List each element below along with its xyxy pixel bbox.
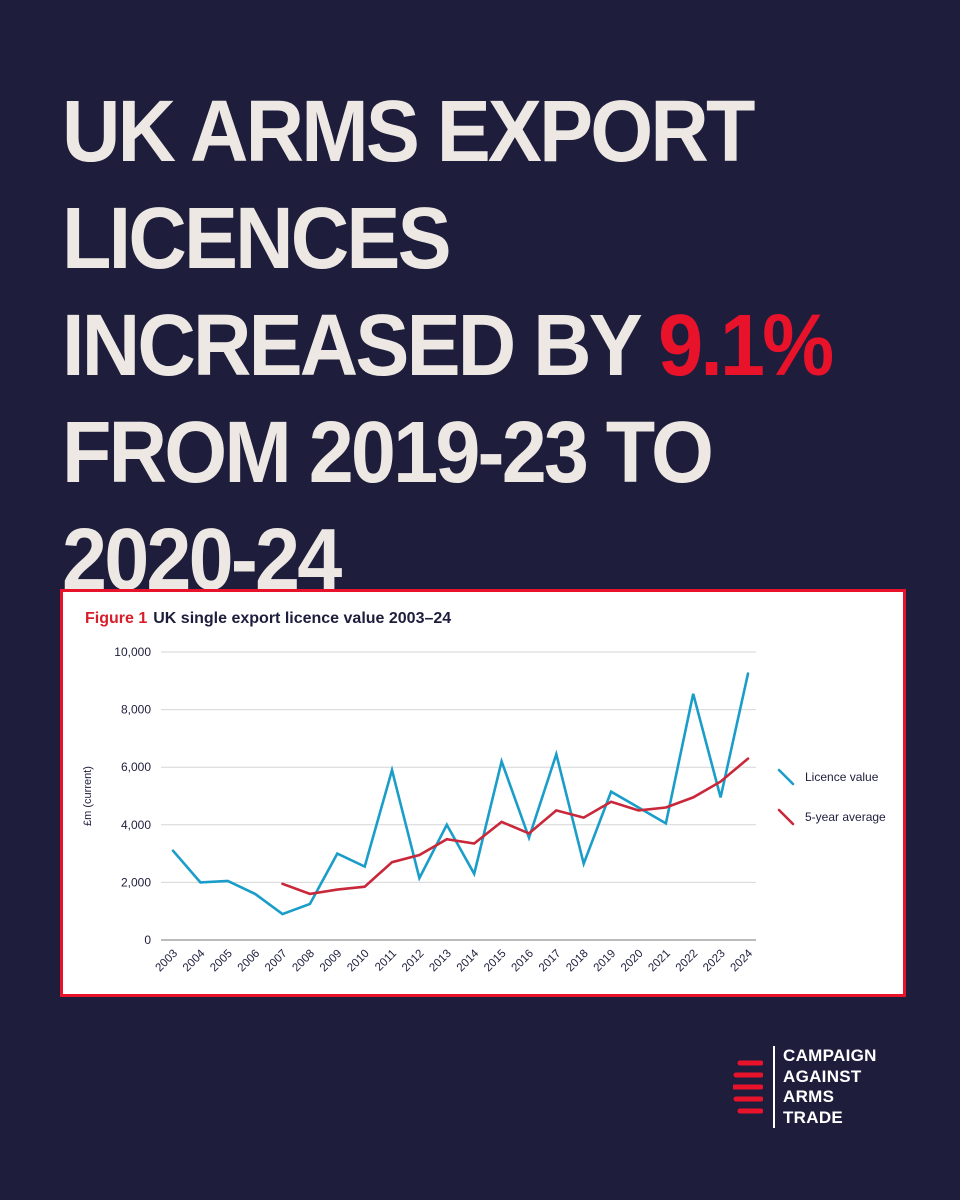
x-tick-label: 2014 [455, 947, 482, 974]
x-tick-label: 2024 [729, 947, 756, 974]
figure-title-text: UK single export licence value 2003–24 [153, 610, 452, 627]
legend-swatch [777, 768, 795, 786]
x-tick-label: 2017 [537, 948, 564, 975]
x-tick-label: 2021 [646, 948, 673, 975]
logo-line-1: CAMPAIGN [783, 1046, 877, 1065]
headline-line-2: LICENCES [62, 190, 452, 287]
x-tick-label: 2004 [181, 947, 208, 974]
headline-line-1: UK ARMS EXPORT [62, 83, 755, 180]
y-tick-label: 4,000 [121, 818, 151, 832]
logo-text: CAMPAIGN AGAINST ARMS TRADE [783, 1046, 877, 1128]
x-tick-label: 2015 [482, 948, 509, 975]
logo-line-3: ARMS [783, 1087, 835, 1106]
x-tick-label: 2018 [564, 948, 591, 975]
y-tick-label: 2,000 [121, 875, 151, 889]
logo-line-4: TRADE [783, 1107, 844, 1127]
logo-divider [773, 1046, 775, 1128]
caat-logo: CAMPAIGN AGAINST ARMS TRADE [733, 1046, 933, 1130]
y-tick-label: 6,000 [121, 760, 151, 774]
legend-label: 5-year average [805, 810, 886, 824]
headline-line-3-text: INCREASED BY [62, 297, 659, 394]
x-tick-label: 2005 [208, 948, 235, 975]
headline-highlight-percent: 9.1% [658, 297, 834, 394]
figure-card: Figure 1 UK single export licence value 2… [60, 589, 906, 997]
y-tick-label: 8,000 [121, 703, 151, 717]
legend-swatch [777, 808, 795, 826]
headline: UK ARMS EXPORT LICENCES INCREASED BY 9.1… [62, 78, 871, 613]
y-tick-label: 0 [144, 933, 151, 947]
headline-line-3: INCREASED BY 9.1% [62, 292, 871, 399]
y-axis-label: £m (current) [82, 766, 94, 826]
line-chart: 0 2,000 4,000 6,000 8,000 10,000 £m (current) 2… [82, 645, 886, 975]
series-line-five-year-average [281, 757, 750, 896]
legend-label: Licence value [805, 770, 879, 784]
x-tick-label: 2010 [345, 948, 372, 975]
series-line-licence-value [171, 672, 750, 916]
logo-line-2: AGAINST [783, 1066, 862, 1086]
y-tick-label: 10,000 [114, 645, 151, 659]
x-tick-label: 2011 [373, 948, 399, 974]
headline-line-4: FROM 2019-23 TO [62, 404, 714, 501]
x-tick-label: 2009 [318, 948, 345, 975]
x-tick-label: 2022 [674, 948, 701, 975]
x-tick-label: 2007 [263, 948, 290, 975]
x-tick-label: 2013 [427, 948, 454, 975]
x-tick-label: 2023 [701, 948, 728, 975]
caat-logo-mark-icon [733, 1060, 763, 1114]
figure-label: Figure 1 [85, 610, 148, 627]
x-tick-label: 2003 [154, 948, 181, 975]
x-tick-label: 2019 [592, 948, 619, 975]
x-tick-label: 2008 [290, 948, 317, 975]
x-tick-label: 2012 [400, 948, 427, 975]
x-tick-label: 2020 [619, 948, 646, 975]
x-tick-label: 2016 [509, 948, 536, 975]
x-tick-label: 2006 [236, 948, 263, 975]
figure-title: Figure 1 UK single export licence value 2… [85, 610, 451, 628]
